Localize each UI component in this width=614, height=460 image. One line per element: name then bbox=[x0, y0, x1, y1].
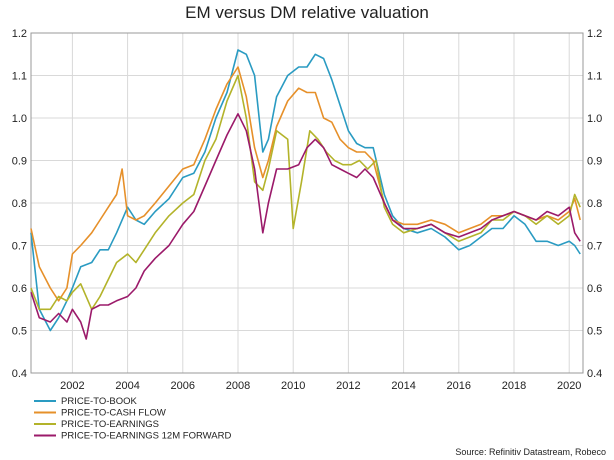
y-tick-label-left: 1.0 bbox=[12, 113, 27, 125]
y-tick-label-right: 0.6 bbox=[587, 283, 602, 295]
y-tick-label-right: 1.0 bbox=[587, 113, 602, 125]
plot-frame bbox=[30, 32, 584, 374]
series-line-2 bbox=[30, 66, 581, 302]
y-tick-label-right: 0.9 bbox=[587, 156, 602, 168]
y-tick-label-right: 1.2 bbox=[587, 28, 602, 40]
series-line-4 bbox=[30, 113, 581, 340]
axis-layer: 0.4 0.4 0.5 0.5 0.6 0.6 0.7 0.7 0.8 0.8 0.9 0.9 1.0 1… bbox=[12, 28, 603, 392]
y-tick-label-left: 0.8 bbox=[12, 198, 27, 210]
x-tick-label: 2010 bbox=[281, 380, 305, 392]
x-tick-label: 2006 bbox=[171, 380, 195, 392]
y-tick-label-left: 0.4 bbox=[12, 368, 27, 380]
legend-label: PRICE-TO-EARNINGS bbox=[61, 419, 159, 430]
y-tick-label-right: 0.4 bbox=[587, 368, 602, 380]
y-tick-label-left: 0.5 bbox=[12, 326, 27, 338]
y-tick-label-left: 0.6 bbox=[12, 283, 27, 295]
y-tick-label-right: 0.8 bbox=[587, 198, 602, 210]
x-tick-label: 2018 bbox=[502, 380, 526, 392]
y-tick-label-left: 0.7 bbox=[12, 241, 27, 253]
series-line-3 bbox=[30, 74, 581, 311]
y-tick-label-right: 1.1 bbox=[587, 71, 602, 83]
x-tick-label: 2002 bbox=[60, 380, 84, 392]
x-tick-label: 2020 bbox=[557, 380, 581, 392]
y-tick-label-right: 0.7 bbox=[587, 241, 602, 253]
legend-label: PRICE-TO-EARNINGS 12M FORWARD bbox=[61, 431, 231, 442]
y-tick-label-left: 1.2 bbox=[12, 28, 27, 40]
y-tick-label-left: 1.1 bbox=[12, 71, 27, 83]
y-tick-label-left: 0.9 bbox=[12, 156, 27, 168]
x-tick-label: 2014 bbox=[391, 380, 415, 392]
series-layer bbox=[30, 49, 581, 340]
chart-title: EM versus DM relative valuation bbox=[185, 3, 429, 22]
legend-label: PRICE-TO-CASH FLOW bbox=[61, 408, 166, 419]
series-line-1 bbox=[30, 49, 581, 332]
source-note: Source: Refinitiv Datastream, Robeco bbox=[455, 447, 606, 457]
x-tick-label: 2016 bbox=[447, 380, 471, 392]
x-tick-label: 2012 bbox=[336, 380, 360, 392]
grid-layer bbox=[31, 32, 583, 374]
x-tick-label: 2004 bbox=[115, 380, 139, 392]
legend-label: PRICE-TO-BOOK bbox=[61, 396, 137, 407]
y-tick-label-right: 0.5 bbox=[587, 326, 602, 338]
x-tick-label: 2008 bbox=[226, 380, 250, 392]
